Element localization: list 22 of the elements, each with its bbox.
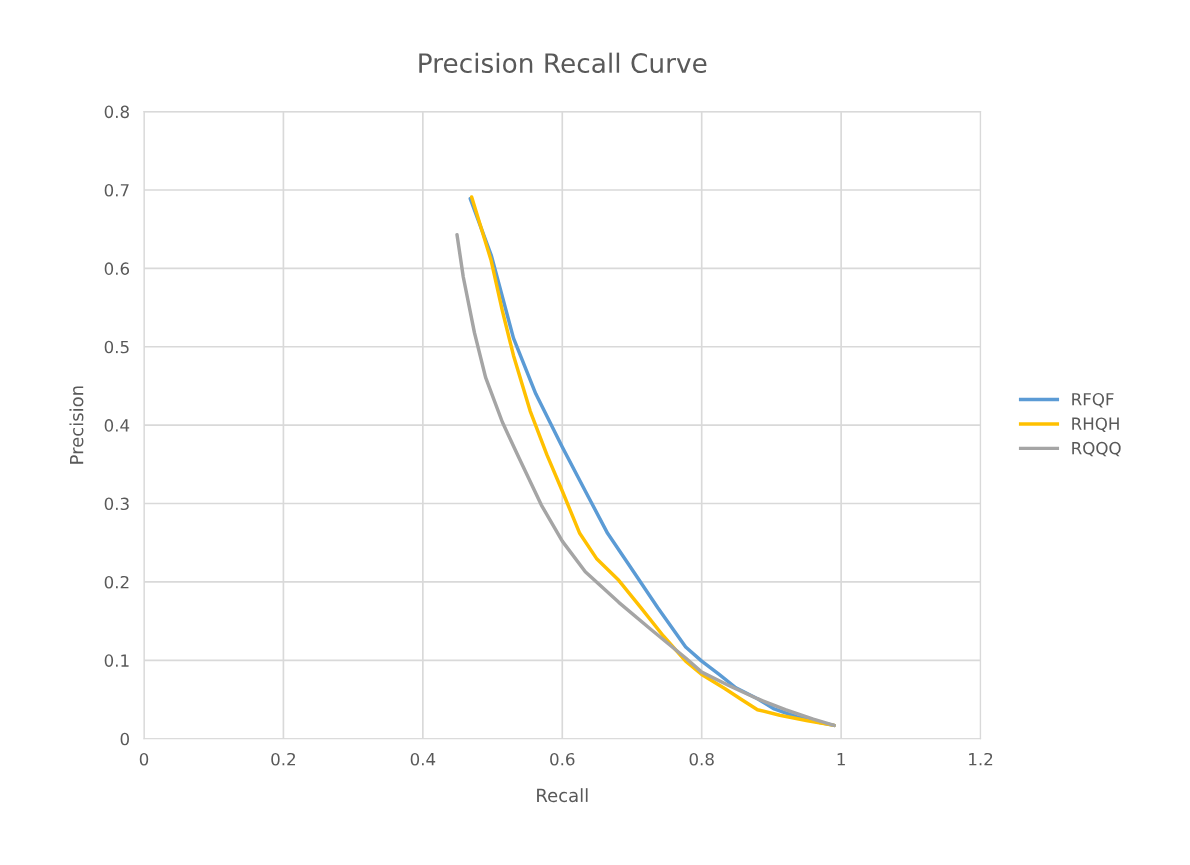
y-tick-label: 0.6: [104, 262, 130, 275]
x-tick-label: 0.6: [550, 752, 575, 766]
y-axis-title: Precision: [69, 386, 84, 464]
x-axis-title: Recall: [537, 788, 588, 803]
legend-label: RFQF: [1072, 392, 1114, 408]
y-tick-label: 0.5: [104, 340, 129, 354]
y-tick-label: 0.1: [104, 654, 129, 667]
y-tick-label: 0.7: [104, 183, 129, 197]
y-tick-label: 0.8: [104, 105, 129, 119]
legend-label: RHQH: [1072, 417, 1119, 432]
legend-label: RQQQ: [1072, 441, 1121, 457]
x-tick-label: 0.4: [410, 752, 436, 766]
y-tick-label: 0: [120, 732, 129, 746]
y-tick-label: 0.4: [104, 419, 130, 432]
x-tick-label: 1: [837, 753, 845, 766]
x-tick-label: 1.2: [969, 752, 993, 766]
x-tick-label: 0: [139, 752, 149, 766]
y-tick-label: 0.2: [104, 575, 129, 589]
x-tick-label: 0.8: [689, 752, 714, 766]
x-tick-label: 0.2: [271, 752, 295, 766]
chart-title: Precision Recall Curve: [419, 52, 707, 74]
y-tick-label: 0.3: [104, 497, 129, 511]
